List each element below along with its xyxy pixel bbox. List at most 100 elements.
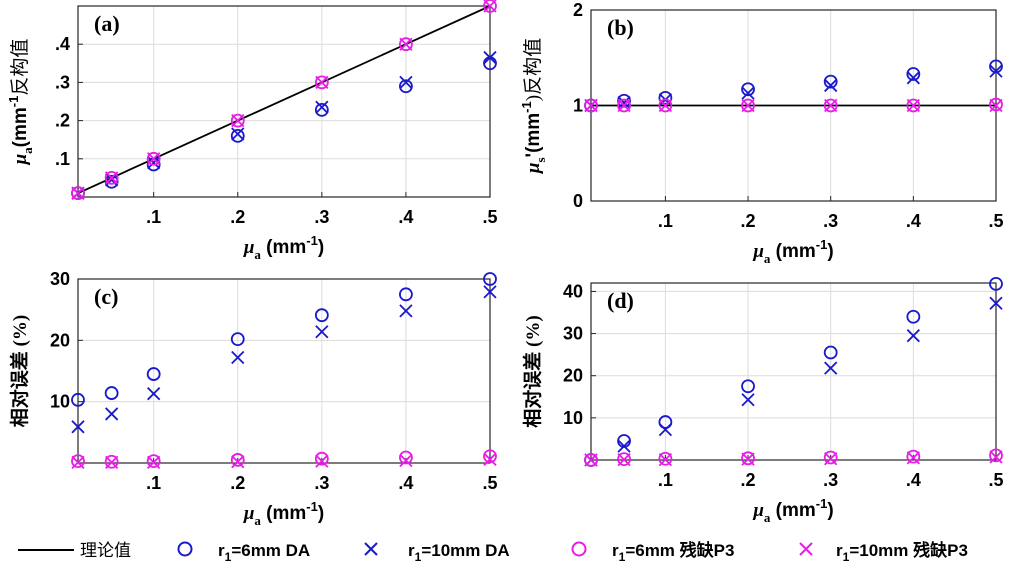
x-point bbox=[658, 452, 673, 467]
x-point bbox=[617, 439, 631, 453]
legend-s1-sub: 1 bbox=[225, 550, 232, 564]
series-3 bbox=[71, 0, 497, 201]
circle-point bbox=[104, 454, 119, 469]
legend-s4-marker bbox=[799, 542, 813, 556]
x-point bbox=[104, 171, 119, 185]
x-axis-label-superscript: -1 bbox=[306, 233, 318, 248]
circle-point bbox=[658, 415, 673, 429]
legend-s3-marker bbox=[571, 541, 587, 557]
y-axis-label: μa(mm-1反构值 bbox=[6, 39, 35, 166]
circle-point bbox=[104, 174, 119, 189]
series-1 bbox=[584, 59, 1003, 113]
circle-point bbox=[823, 98, 838, 113]
circle-point bbox=[658, 98, 673, 113]
x-tick-label: .5 bbox=[482, 207, 497, 227]
x-point bbox=[741, 452, 755, 466]
series-4 bbox=[584, 98, 1003, 113]
legend-s3-label: r1=6mm 残缺P3 bbox=[612, 540, 734, 564]
circle-point bbox=[230, 453, 245, 467]
x-point bbox=[824, 98, 838, 113]
legend-s3-sym: r bbox=[612, 541, 619, 560]
circle-point bbox=[230, 113, 245, 128]
y-axis-label-subscript: s bbox=[533, 157, 548, 162]
circle-point bbox=[71, 454, 85, 469]
circle-point bbox=[399, 287, 413, 302]
circle-point bbox=[741, 379, 755, 394]
x-point bbox=[906, 71, 920, 85]
y-tick-label: .1 bbox=[55, 149, 70, 169]
panel-label: (a) bbox=[94, 11, 120, 36]
x-point bbox=[104, 407, 119, 421]
circle-point bbox=[146, 151, 161, 166]
x-axis-label-symbol: μ bbox=[752, 500, 764, 521]
chart-panel-d: .1 .2 .3 .4 .5 10 20 30 40 (d) μa (mm-1) 相对误差 (%) bbox=[521, 276, 1004, 525]
x-tick-label: .4 bbox=[398, 473, 413, 493]
x-tick-label: .3 bbox=[314, 207, 329, 227]
circle-point bbox=[741, 98, 755, 113]
series-1 bbox=[71, 56, 497, 201]
y-axis-label-symbol: μ bbox=[10, 154, 31, 166]
axes-frame bbox=[77, 278, 491, 464]
circle-point bbox=[989, 448, 1003, 463]
x-point bbox=[71, 186, 85, 200]
chart-panels: .1.2.3.4.5.1.2.3.4(a)μa (mm-1)μa(mm-1反构值… bbox=[6, 0, 1004, 528]
y-tick-label: 10 bbox=[563, 408, 583, 428]
circle-point bbox=[71, 392, 85, 407]
y-tick-label: .3 bbox=[55, 72, 70, 92]
circle-point bbox=[399, 450, 413, 465]
x-point bbox=[483, 0, 497, 13]
legend-s1-label: r1=6mm DA bbox=[218, 541, 310, 564]
x-axis-label-superscript: -1 bbox=[816, 237, 828, 252]
x-axis-label-close: ) bbox=[827, 500, 833, 521]
x-tick-label: .3 bbox=[823, 470, 838, 490]
circle-point bbox=[741, 82, 755, 97]
circle-point bbox=[71, 186, 85, 201]
x-axis-label-subscript: a bbox=[764, 251, 771, 266]
x-point bbox=[231, 455, 245, 469]
x-point bbox=[658, 98, 673, 113]
x-point bbox=[483, 50, 497, 65]
circle-point bbox=[230, 332, 245, 347]
x-point bbox=[741, 393, 755, 407]
circle-point bbox=[906, 309, 921, 324]
circle-point bbox=[146, 454, 161, 469]
legend-s2-sub: 1 bbox=[415, 550, 422, 564]
x-point bbox=[104, 455, 119, 470]
axes-frame bbox=[590, 282, 997, 461]
x-point bbox=[617, 98, 631, 113]
x-point bbox=[906, 451, 920, 465]
y-tick-label: .4 bbox=[55, 34, 70, 54]
circle-point bbox=[741, 451, 755, 466]
x-point bbox=[989, 64, 1003, 78]
x-axis-label: μa (mm-1) bbox=[243, 233, 324, 262]
circle-point bbox=[314, 451, 329, 466]
circle-point bbox=[989, 97, 1003, 112]
x-axis-label: μa (mm-1) bbox=[752, 496, 833, 525]
y-axis-label-unit: (mm bbox=[10, 107, 31, 147]
x-point bbox=[315, 325, 329, 339]
y-tick-label: .2 bbox=[55, 111, 70, 131]
x-point bbox=[315, 100, 329, 114]
x-point bbox=[315, 75, 329, 90]
series-1 bbox=[71, 272, 497, 407]
panel-label: (d) bbox=[607, 288, 634, 313]
y-tick-label: 30 bbox=[563, 324, 583, 344]
series-3 bbox=[71, 449, 497, 469]
y-tick-label: 20 bbox=[563, 366, 583, 386]
x-point bbox=[231, 113, 245, 128]
x-point bbox=[989, 296, 1003, 310]
legend-s2-marker bbox=[364, 542, 378, 556]
circle-point bbox=[483, 449, 497, 464]
x-point bbox=[147, 387, 161, 401]
x-point bbox=[399, 37, 413, 51]
x-point bbox=[584, 98, 598, 113]
x-tick-label: .5 bbox=[482, 473, 497, 493]
series-3 bbox=[584, 448, 1003, 467]
y-axis-label-subscript: a bbox=[20, 147, 35, 154]
y-axis-label: 相对误差 (%) bbox=[521, 315, 544, 427]
y-tick-label: 10 bbox=[50, 392, 70, 412]
x-axis-label-unit: (mm bbox=[261, 237, 306, 258]
series-4 bbox=[584, 450, 1003, 467]
x-point bbox=[989, 98, 1003, 113]
